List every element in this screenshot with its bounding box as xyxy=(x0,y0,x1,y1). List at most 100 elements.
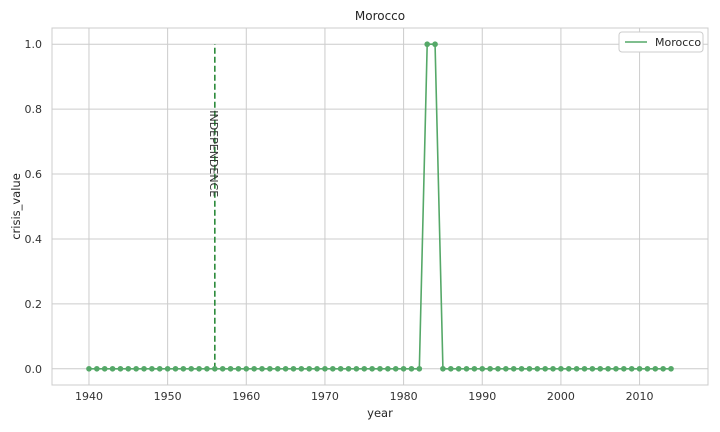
data-point xyxy=(227,365,234,372)
data-point xyxy=(385,365,391,372)
data-point xyxy=(495,365,501,372)
data-point xyxy=(282,365,289,372)
data-point xyxy=(164,365,171,372)
data-point xyxy=(668,365,674,372)
plot-area xyxy=(52,28,708,385)
x-tick-label: 1960 xyxy=(232,390,260,403)
data-point xyxy=(463,365,470,372)
data-point xyxy=(416,365,423,372)
x-tick-label: 2010 xyxy=(626,390,654,403)
data-point xyxy=(392,365,399,372)
data-point xyxy=(503,365,509,372)
x-tick-label: 1940 xyxy=(75,390,103,403)
data-point xyxy=(471,365,478,372)
data-point xyxy=(424,41,430,48)
data-point xyxy=(613,365,619,372)
data-point xyxy=(526,365,533,372)
data-point xyxy=(322,365,328,372)
data-point xyxy=(101,365,108,372)
data-point xyxy=(550,365,556,372)
data-point xyxy=(267,365,273,372)
data-point xyxy=(212,365,218,372)
data-point xyxy=(345,365,352,372)
data-point xyxy=(518,365,525,372)
y-tick-label: 0.2 xyxy=(25,298,43,311)
data-point xyxy=(86,365,92,372)
legend-box xyxy=(618,31,704,53)
annotations: INDEPENDENCE xyxy=(207,44,220,369)
data-point xyxy=(109,365,116,372)
y-axis-label: crisis_value xyxy=(9,173,23,240)
x-tick-label: 1990 xyxy=(468,390,496,403)
data-point xyxy=(408,365,415,372)
data-point xyxy=(306,365,313,372)
x-axis-label: year xyxy=(367,406,393,420)
legend: Morocco xyxy=(618,31,704,53)
data-point xyxy=(558,365,564,372)
data-point xyxy=(125,365,132,372)
data-point xyxy=(188,365,195,372)
data-point xyxy=(156,365,163,372)
data-point xyxy=(644,365,651,372)
data-point xyxy=(636,365,643,372)
ticks: 1940 1950 1960 1970 1980 1990 2000 2010 0.0 0.2 0.… xyxy=(25,38,654,403)
y-tick-label: 0.0 xyxy=(25,363,43,376)
data-point xyxy=(94,365,100,372)
data-point xyxy=(369,365,375,372)
data-point xyxy=(353,365,360,372)
data-point xyxy=(628,365,635,372)
data-point xyxy=(330,365,336,372)
data-point xyxy=(400,365,407,372)
data-point xyxy=(298,365,305,372)
data-point xyxy=(455,365,462,372)
plot-frame xyxy=(51,27,709,386)
y-tick-label: 0.6 xyxy=(25,168,43,181)
data-point xyxy=(180,365,187,372)
data-point xyxy=(542,365,548,372)
x-tick-label: 1970 xyxy=(311,390,339,403)
independence-label: INDEPENDENCE xyxy=(207,110,220,197)
data-point xyxy=(204,365,210,372)
data-point xyxy=(251,365,257,372)
x-tick-label: 1950 xyxy=(154,390,182,403)
data-point xyxy=(314,365,320,372)
data-point xyxy=(243,365,250,372)
data-point xyxy=(337,365,344,372)
data-point xyxy=(447,365,454,372)
x-tick-label: 2000 xyxy=(547,390,575,403)
data-point xyxy=(440,365,446,372)
legend-label: Morocco xyxy=(655,36,701,49)
data-point xyxy=(117,365,124,372)
data-point xyxy=(290,365,297,372)
data-point xyxy=(534,365,541,372)
data-point xyxy=(510,365,517,372)
data-point xyxy=(274,365,281,372)
data-point xyxy=(219,365,226,372)
x-tick-label: 1980 xyxy=(390,390,418,403)
data-point xyxy=(565,365,572,372)
data-point xyxy=(605,365,611,372)
data-point xyxy=(361,365,368,372)
data-point xyxy=(573,365,580,372)
data-point xyxy=(133,365,139,372)
data-point xyxy=(172,365,179,372)
data-point xyxy=(235,365,242,372)
data-point xyxy=(141,365,147,372)
data-point xyxy=(377,365,383,372)
data-point xyxy=(652,365,659,372)
data-point xyxy=(259,365,265,372)
data-point xyxy=(479,365,486,372)
data-point xyxy=(581,365,588,372)
data-point xyxy=(660,365,666,372)
data-point xyxy=(621,365,627,372)
data-point xyxy=(487,365,493,372)
y-tick-label: 0.4 xyxy=(25,233,43,246)
y-tick-label: 1.0 xyxy=(25,38,43,51)
data-point xyxy=(432,41,438,48)
data-point xyxy=(597,365,604,372)
series xyxy=(86,41,674,372)
chart-title: Morocco xyxy=(355,9,405,23)
y-tick-label: 0.8 xyxy=(25,103,43,116)
data-point xyxy=(196,365,202,372)
